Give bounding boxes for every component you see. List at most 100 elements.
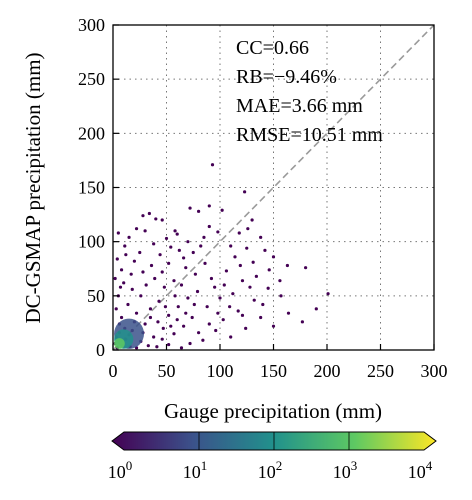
x-tick-label: 50 [158, 361, 176, 381]
colorbar-tick-label: 100 [108, 458, 133, 482]
colorbar-tick-label: 104 [408, 458, 433, 482]
data-point [127, 235, 131, 239]
data-point [193, 272, 197, 276]
data-point [141, 214, 145, 218]
data-point [216, 311, 220, 315]
data-point [259, 235, 263, 239]
stat-label: RMSE=10.51 mm [236, 124, 383, 146]
data-point [169, 245, 173, 249]
data-point [285, 263, 290, 268]
data-point [251, 260, 255, 264]
data-point [207, 204, 211, 208]
y-tick-label: 150 [78, 178, 105, 198]
y-tick-label: 0 [96, 340, 105, 360]
data-point [123, 244, 127, 248]
data-point [188, 341, 192, 346]
x-tick-label: 200 [314, 361, 341, 381]
data-point [163, 305, 168, 309]
x-tick-label: 300 [421, 361, 448, 381]
data-point [205, 305, 209, 309]
data-point [146, 344, 150, 348]
data-point [154, 217, 158, 221]
data-point [126, 302, 130, 307]
data-point [118, 285, 123, 289]
data-point [115, 257, 119, 261]
data-point [267, 268, 271, 272]
data-point [167, 261, 171, 265]
colorbar: 100 101 102 103 104 [108, 431, 437, 482]
y-tick-label: 300 [78, 15, 105, 35]
data-point [278, 279, 282, 283]
data-point [314, 307, 318, 311]
data-point [158, 253, 162, 257]
data-point [228, 305, 232, 309]
data-point [144, 283, 148, 287]
data-point [199, 244, 203, 248]
stat-label: RB=−9.46% [236, 66, 337, 88]
data-point [245, 246, 249, 250]
data-point [248, 285, 252, 289]
data-point [147, 211, 151, 216]
data-point [184, 311, 188, 315]
data-point [279, 294, 283, 298]
data-point [304, 266, 308, 270]
data-point [271, 324, 276, 328]
data-point [236, 309, 240, 313]
data-point [231, 292, 235, 296]
data-point [207, 224, 211, 229]
data-point [162, 285, 166, 289]
data-point [221, 318, 225, 322]
data-point [138, 250, 142, 255]
data-point [143, 322, 147, 326]
one-to-one-line [112, 24, 435, 351]
y-axis-ticks: 0 50 100 150 200 250 300 [78, 15, 119, 360]
data-point [167, 342, 171, 347]
data-point [214, 328, 218, 333]
data-point [148, 307, 153, 311]
data-point [161, 326, 165, 330]
data-point [129, 272, 133, 276]
x-tick-label: 250 [367, 361, 394, 381]
data-point [222, 283, 226, 287]
data-point [192, 302, 196, 307]
data-point [202, 235, 206, 239]
data-point [238, 263, 242, 268]
y-tick-label: 100 [78, 232, 105, 252]
data-point [175, 232, 179, 236]
data-point [184, 266, 188, 270]
data-point [152, 335, 156, 339]
data-point [326, 292, 330, 296]
reference-line-group [112, 24, 435, 351]
data-point [173, 229, 177, 233]
data-point [176, 305, 180, 309]
data-point [152, 242, 156, 246]
data-point [224, 269, 229, 273]
data-point [179, 283, 184, 287]
data-point [271, 255, 276, 259]
data-point [153, 276, 157, 281]
data-point [259, 315, 263, 320]
data-point [156, 320, 160, 324]
data-point [157, 299, 161, 303]
data-point [143, 229, 147, 233]
data-point [160, 337, 164, 341]
data-point [207, 322, 211, 326]
y-axis-title: DC-GSMAP precipitation (mm) [21, 52, 45, 323]
stat-label: CC=0.66 [236, 37, 309, 59]
data-point [113, 276, 117, 281]
data-point [175, 318, 179, 322]
data-point [177, 248, 181, 252]
data-point [233, 255, 237, 259]
data-point [266, 286, 270, 290]
data-point [229, 244, 233, 248]
data-point [240, 279, 245, 283]
data-point [191, 250, 195, 255]
data-point [179, 346, 184, 350]
data-point [149, 263, 154, 268]
y-tick-label: 200 [78, 123, 105, 143]
data-point [182, 324, 186, 328]
data-point [203, 261, 207, 265]
data-point [263, 248, 267, 252]
data-point [254, 274, 258, 278]
data-point [155, 345, 159, 349]
